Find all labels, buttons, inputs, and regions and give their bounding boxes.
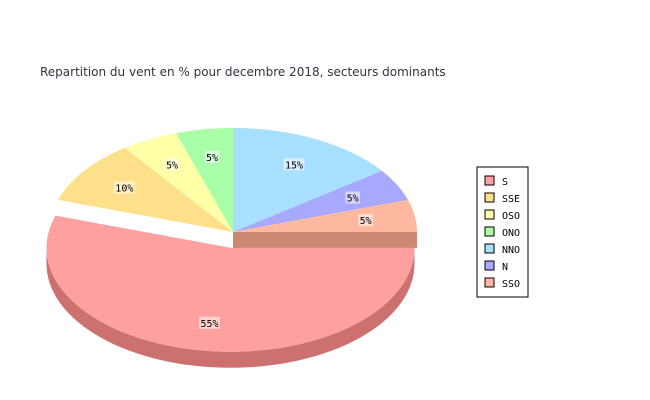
slice-label-nno: 15% xyxy=(283,158,305,171)
legend-item-n: N xyxy=(484,260,508,273)
slice-label-s: 55% xyxy=(199,316,220,330)
slice-oso xyxy=(124,133,233,232)
legend-swatch xyxy=(484,175,495,186)
legend-item-nno: NNO xyxy=(484,243,520,256)
legend-item-ono: ONO xyxy=(484,226,520,239)
slice-label-oso: 5% xyxy=(164,158,180,171)
chart-title: Repartition du vent en % pour decembre 2… xyxy=(40,65,446,79)
pie-group: 55%10%5%5%15%5%5% xyxy=(46,128,417,368)
svg-text:15%: 15% xyxy=(285,160,303,171)
svg-text:10%: 10% xyxy=(115,183,133,194)
slice-s xyxy=(46,215,415,352)
svg-text:5%: 5% xyxy=(166,160,178,171)
legend-label: SSE xyxy=(502,194,520,205)
legend-label: SSO xyxy=(502,279,520,290)
legend-swatch xyxy=(484,243,495,254)
svg-text:55%: 55% xyxy=(200,319,218,330)
slice-sse xyxy=(58,147,233,232)
legend-item-sso: SSO xyxy=(484,277,520,290)
legend-label: S xyxy=(502,177,508,188)
legend: S SSE OSO ONO NNO N SSO xyxy=(476,166,529,298)
legend-swatch xyxy=(484,209,495,220)
legend-label: OSO xyxy=(502,211,520,222)
legend-swatch xyxy=(484,260,495,271)
svg-text:5%: 5% xyxy=(206,153,218,164)
legend-item-oso: OSO xyxy=(484,209,520,222)
slice-label-n: 5% xyxy=(345,191,360,205)
svg-text:5%: 5% xyxy=(360,216,372,227)
slice-label-ono: 5% xyxy=(204,151,220,164)
slice-label-sse: 10% xyxy=(114,181,135,194)
legend-label: NNO xyxy=(502,245,520,256)
legend-item-s: S xyxy=(484,175,508,188)
slice-nno xyxy=(233,128,382,232)
legend-label: ONO xyxy=(502,228,520,239)
svg-text:5%: 5% xyxy=(347,194,359,205)
legend-item-sse: SSE xyxy=(484,192,520,205)
legend-label: N xyxy=(502,262,508,273)
slice-label-sso: 5% xyxy=(358,214,373,227)
legend-swatch xyxy=(484,226,495,237)
slice-face-sso xyxy=(233,232,417,248)
slice-side-sso xyxy=(233,232,417,248)
slice-n xyxy=(233,170,408,232)
legend-swatch xyxy=(484,277,495,288)
legend-swatch xyxy=(484,192,495,203)
